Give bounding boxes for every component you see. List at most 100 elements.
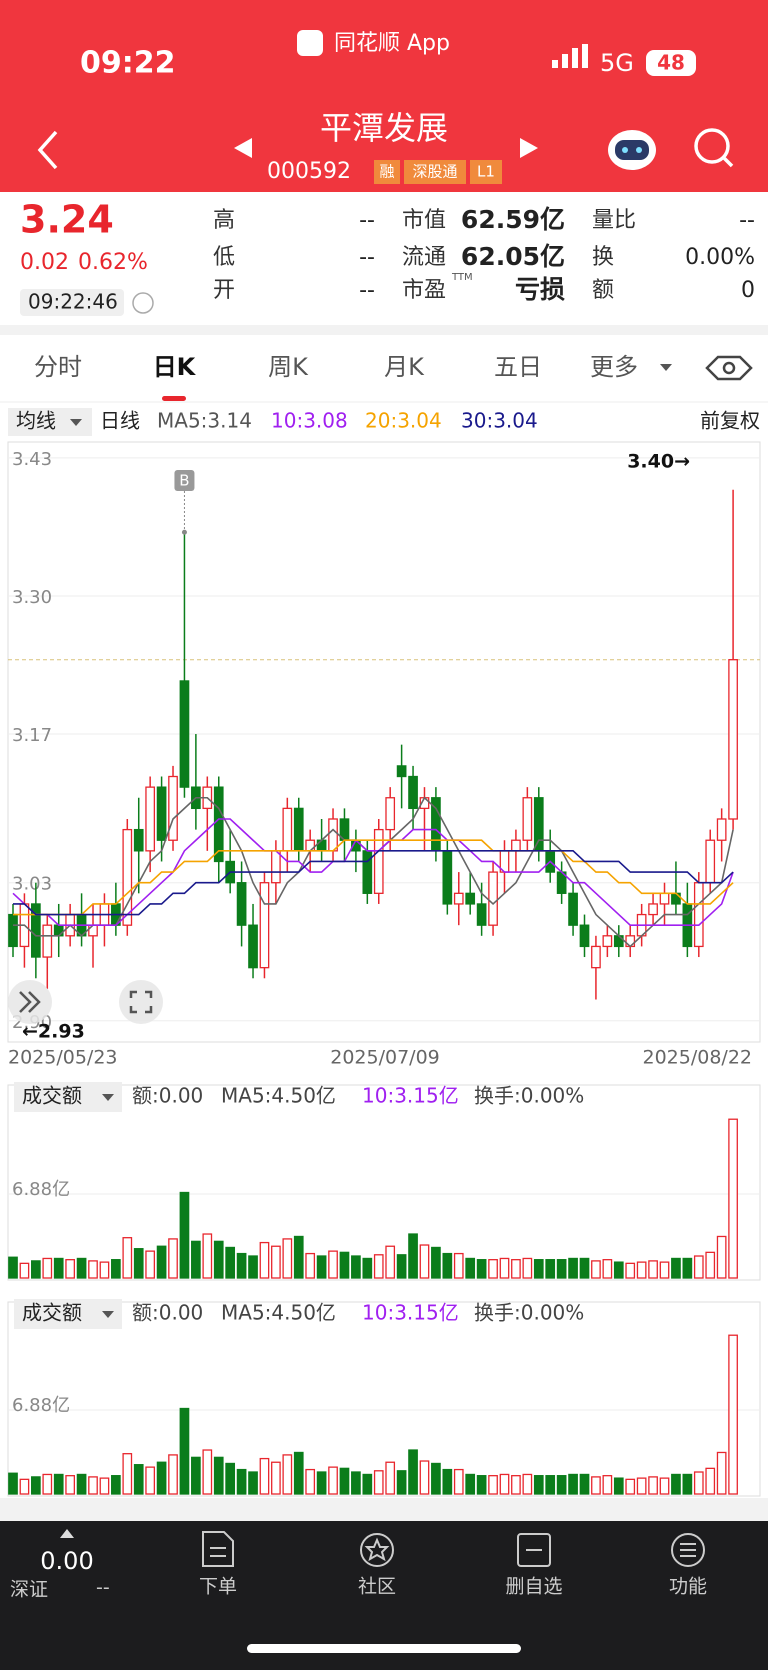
volume-bar [362, 1473, 373, 1495]
candle-body [213, 786, 224, 863]
volume-bar [168, 1238, 178, 1279]
tag: 融 [379, 163, 394, 181]
ma-legend: 10:3.08 [271, 409, 348, 433]
field-value: 亏损 [515, 275, 565, 304]
volume-bar [248, 1471, 258, 1495]
volume-bar [213, 1240, 224, 1279]
nav-item[interactable]: 社区 [358, 1576, 396, 1598]
nav-icons [202, 1531, 705, 1567]
prev-stock[interactable] [234, 138, 252, 158]
volume-bar [179, 1407, 190, 1495]
battery [646, 50, 696, 76]
tab[interactable]: 分时 [34, 353, 82, 381]
field-label: 开 [213, 278, 235, 303]
tab[interactable]: 周K [268, 353, 309, 381]
info-icon[interactable] [132, 292, 154, 314]
candle-body [453, 892, 464, 905]
volume-bar [522, 1473, 533, 1495]
candle-body [396, 765, 407, 778]
candle-body [236, 882, 247, 926]
candle-body [8, 913, 18, 948]
volume-bar [659, 1261, 670, 1279]
field-value: 62.05亿 [461, 242, 565, 271]
volume-bar [259, 1457, 270, 1495]
nav-item[interactable]: 删自选 [505, 1576, 562, 1598]
tag: L1 [477, 163, 495, 181]
volume-bar [579, 1257, 590, 1279]
candle-body [465, 892, 476, 905]
volume-bar [568, 1257, 578, 1279]
panel-text: 额:0.00 [132, 1301, 203, 1325]
tag-bg [470, 160, 502, 184]
nav-item[interactable]: 功能 [669, 1576, 707, 1598]
volume-bar [145, 1466, 156, 1495]
candle-body [179, 680, 190, 788]
candle-body [659, 892, 670, 905]
candle-body [579, 924, 590, 948]
volume-bar [385, 1245, 396, 1279]
ma-line [13, 796, 734, 948]
candle-body [373, 828, 384, 894]
selector-arrow [102, 1311, 114, 1318]
volume-bar [682, 1473, 693, 1495]
volume-bar [396, 1254, 407, 1279]
date-label: 2025/07/09 [330, 1047, 440, 1069]
volume-bar [671, 1257, 681, 1279]
volume-bar [65, 1475, 75, 1495]
volume-bar [339, 1251, 350, 1279]
volume-bar [602, 1259, 613, 1279]
panel-selector: 成交额 [22, 1084, 82, 1108]
volume-bar [419, 1244, 430, 1279]
selector-bg[interactable] [14, 1299, 122, 1329]
field-label: 高 [213, 208, 235, 233]
field-value: -- [359, 245, 375, 270]
tab[interactable]: 日K [153, 353, 197, 381]
settings-icon-dot [722, 361, 736, 375]
volume-bar [613, 1261, 624, 1279]
selector-bg[interactable] [14, 1082, 122, 1112]
candle-body [522, 797, 533, 841]
candle-body [408, 775, 418, 810]
adjust[interactable]: 前复权 [700, 409, 760, 433]
volume-bar [236, 1252, 247, 1279]
tab[interactable]: 五日 [494, 353, 542, 381]
y-tick-label: 6.88亿 [12, 1179, 70, 1200]
candle-body [648, 903, 658, 916]
stock-name: 平潭发展 [320, 109, 448, 147]
candle-body [248, 924, 258, 969]
volume-bar [53, 1257, 64, 1279]
assistant-icon[interactable] [608, 130, 656, 170]
search-icon[interactable] [694, 128, 734, 168]
volume-bar [179, 1191, 190, 1279]
next-stock[interactable] [520, 138, 538, 158]
volume-bar [328, 1250, 338, 1279]
volume-bar [602, 1475, 613, 1495]
back-button[interactable] [37, 130, 58, 170]
index-name: 深证 [10, 1579, 48, 1601]
status-app: 同花顺 App [334, 31, 450, 56]
field-label: 额 [592, 278, 614, 303]
volume-bar [271, 1461, 281, 1495]
panel-text: 额:0.00 [132, 1084, 203, 1108]
tab[interactable]: 更多 [590, 353, 638, 381]
volume-bar [168, 1454, 178, 1495]
min-label: ←2.93 [22, 1021, 85, 1043]
volume-bar [682, 1257, 693, 1279]
volume-bar [31, 1260, 41, 1279]
candle-body [53, 924, 64, 937]
home-indicator [247, 1644, 521, 1653]
price: 3.24 [20, 198, 114, 242]
nav-item[interactable]: 下单 [199, 1576, 237, 1598]
volume-bar [122, 1237, 133, 1279]
candle-body [693, 882, 704, 948]
volume-bar [648, 1260, 658, 1279]
candle-body [156, 786, 167, 841]
marker-bg [174, 470, 195, 491]
settings-icon[interactable] [705, 355, 753, 381]
candle-body [88, 924, 98, 937]
candle-body [568, 892, 578, 926]
tab[interactable]: 月K [384, 353, 425, 381]
separator [0, 1498, 768, 1521]
volume-bar [362, 1257, 373, 1279]
volume-bar [705, 1467, 716, 1495]
